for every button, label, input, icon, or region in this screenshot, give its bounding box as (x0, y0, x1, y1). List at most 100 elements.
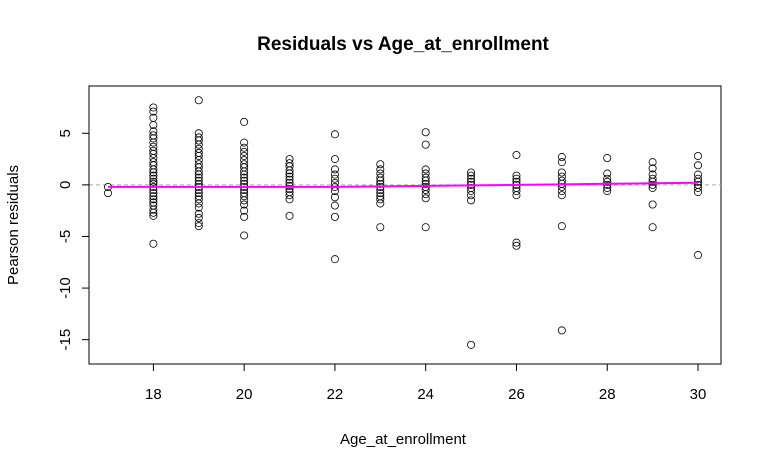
data-point (149, 121, 158, 130)
data-point (467, 171, 476, 180)
data-point (694, 151, 703, 160)
y-tick-label: -15 (57, 329, 74, 351)
data-point (240, 173, 249, 182)
data-point (194, 144, 203, 153)
data-point (330, 174, 339, 183)
data-point (240, 170, 249, 179)
smooth-trend-line (108, 181, 699, 188)
data-point (194, 140, 203, 149)
data-point (648, 183, 657, 192)
data-point (512, 241, 521, 250)
data-point (285, 191, 294, 200)
data-point (194, 195, 203, 204)
data-point (240, 176, 249, 185)
data-point (285, 155, 294, 164)
data-point (376, 189, 385, 198)
data-point (240, 206, 249, 215)
data-point (557, 191, 566, 200)
data-point (194, 96, 203, 105)
data-point (512, 150, 521, 159)
data-point (512, 174, 521, 183)
x-tick-label: 24 (417, 386, 434, 403)
data-point (149, 107, 158, 116)
y-tick-label: -10 (57, 277, 74, 299)
data-point (603, 169, 612, 178)
data-point (421, 194, 430, 203)
data-point (194, 222, 203, 231)
data-point (603, 174, 612, 183)
y-axis-title: Pearson residuals (5, 165, 22, 285)
data-point (285, 211, 294, 220)
data-point (603, 154, 612, 163)
data-point (194, 173, 203, 182)
data-point (557, 168, 566, 177)
data-point (240, 117, 249, 126)
data-point (648, 158, 657, 167)
data-point (240, 151, 249, 160)
data-point (648, 223, 657, 232)
data-point (512, 187, 521, 196)
data-point (376, 160, 385, 169)
data-point (149, 195, 158, 204)
data-point (330, 255, 339, 264)
data-point (149, 174, 158, 183)
data-point (194, 203, 203, 212)
data-point (467, 191, 476, 200)
data-point (194, 151, 203, 160)
data-point (330, 212, 339, 221)
data-point (376, 199, 385, 208)
data-point (376, 169, 385, 178)
data-point (285, 172, 294, 181)
smooth-line-layer (108, 181, 699, 188)
data-point (149, 103, 158, 112)
data-point (149, 154, 158, 163)
data-point (194, 167, 203, 176)
data-point (603, 177, 612, 186)
data-point (194, 213, 203, 222)
data-point (194, 219, 203, 228)
x-axis-title: Age_at_enrollment (340, 431, 467, 448)
points-layer (104, 96, 703, 349)
data-point (285, 169, 294, 178)
data-point (557, 153, 566, 162)
data-point (285, 166, 294, 175)
data-point (149, 171, 158, 180)
data-point (330, 201, 339, 210)
data-point (240, 147, 249, 156)
data-point (603, 187, 612, 196)
data-point (240, 231, 249, 240)
data-point (149, 211, 158, 220)
data-point (330, 130, 339, 139)
data-point (557, 187, 566, 196)
data-point (330, 193, 339, 202)
data-point (603, 180, 612, 189)
data-point (557, 222, 566, 231)
x-tick-label: 28 (599, 386, 616, 403)
data-point (557, 172, 566, 181)
data-point (467, 187, 476, 196)
data-point (149, 177, 158, 186)
data-point (330, 170, 339, 179)
data-point (694, 183, 703, 192)
data-point (648, 180, 657, 189)
data-point (467, 168, 476, 177)
y-tick-label: 0 (57, 181, 74, 189)
data-point (557, 326, 566, 335)
data-point (421, 179, 430, 188)
plot-area-frame (88, 85, 722, 365)
data-point (557, 182, 566, 191)
data-point (421, 173, 430, 182)
data-point (376, 179, 385, 188)
data-point (694, 170, 703, 179)
x-tick-label: 26 (508, 386, 525, 403)
y-tick-label: 5 (57, 129, 74, 137)
data-point (149, 165, 158, 174)
data-point (240, 156, 249, 165)
data-point (194, 170, 203, 179)
data-point (149, 134, 158, 143)
data-point (240, 212, 249, 221)
data-point (376, 176, 385, 185)
data-point (512, 238, 521, 247)
data-point (648, 177, 657, 186)
